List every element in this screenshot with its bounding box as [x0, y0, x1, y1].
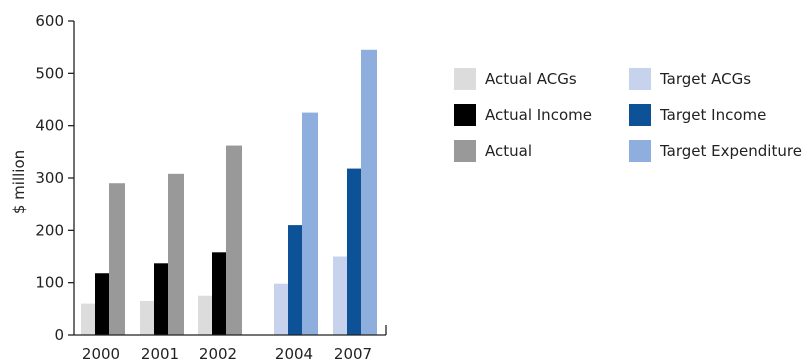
y-tick-label-200: 200	[35, 221, 64, 239]
legend-swatch	[454, 140, 476, 162]
legend-label: Target ACGs	[660, 70, 752, 88]
bar-target-expenditure-2007	[361, 49, 377, 336]
y-tick-label-400: 400	[35, 117, 64, 135]
legend-item-target-expenditure: Target Expenditure	[629, 140, 802, 162]
x-tick-label-2000: 2000	[82, 345, 120, 362]
y-axis-title: $ million	[10, 150, 28, 214]
legend-item-actual-income: Actual Income	[454, 104, 592, 126]
y-tick-label-0: 0	[54, 326, 64, 344]
x-tick-label-2004: 2004	[275, 345, 313, 362]
bars-group	[81, 49, 377, 336]
legend-swatch	[629, 68, 651, 90]
y-tick-label-600: 600	[35, 12, 64, 30]
x-tick-label-2002: 2002	[199, 345, 237, 362]
bar-target-expenditure-2004	[302, 112, 318, 335]
legend-item-actual: Actual	[454, 140, 532, 162]
legend-swatch	[629, 140, 651, 162]
legend-label: Target Income	[660, 106, 767, 124]
legend-label: Actual ACGs	[485, 70, 577, 88]
bar-actual-acgs-2002	[198, 295, 214, 335]
bar-actual-2000	[109, 183, 125, 335]
bar-actual-2001	[168, 173, 184, 335]
y-tick-label-100: 100	[35, 274, 64, 292]
x-tick-label-2001: 2001	[141, 345, 179, 362]
bar-actual-income-2001	[154, 263, 170, 335]
legend-label: Actual Income	[485, 106, 592, 124]
bar-target-income-2007	[347, 168, 363, 335]
x-tick-label-2007: 2007	[334, 345, 372, 362]
legend-swatch	[454, 68, 476, 90]
legend-item-actual-acgs: Actual ACGs	[454, 68, 577, 90]
legend-swatch	[454, 104, 476, 126]
bar-target-acgs-2004	[274, 283, 290, 335]
legend-label: Target Expenditure	[660, 142, 802, 160]
y-tick-label-500: 500	[35, 64, 64, 82]
legend-item-target-income: Target Income	[629, 104, 766, 126]
bar-actual-acgs-2001	[140, 300, 156, 335]
bar-actual-income-2000	[95, 273, 111, 335]
bar-actual-income-2002	[212, 252, 228, 335]
y-tick-label-300: 300	[35, 169, 64, 187]
axes-group: 0 100 200 300 400 500 600 2000 2001 2002 2004 2007	[35, 12, 387, 362]
bar-target-income-2004	[288, 225, 304, 335]
bar-actual-acgs-2000	[81, 303, 97, 335]
legend-item-target-acgs: Target ACGs	[629, 68, 751, 90]
legend-label: Actual	[485, 142, 532, 160]
legend-swatch	[629, 104, 651, 126]
bar-actual-2002	[226, 145, 242, 335]
bar-target-acgs-2007	[333, 256, 349, 335]
